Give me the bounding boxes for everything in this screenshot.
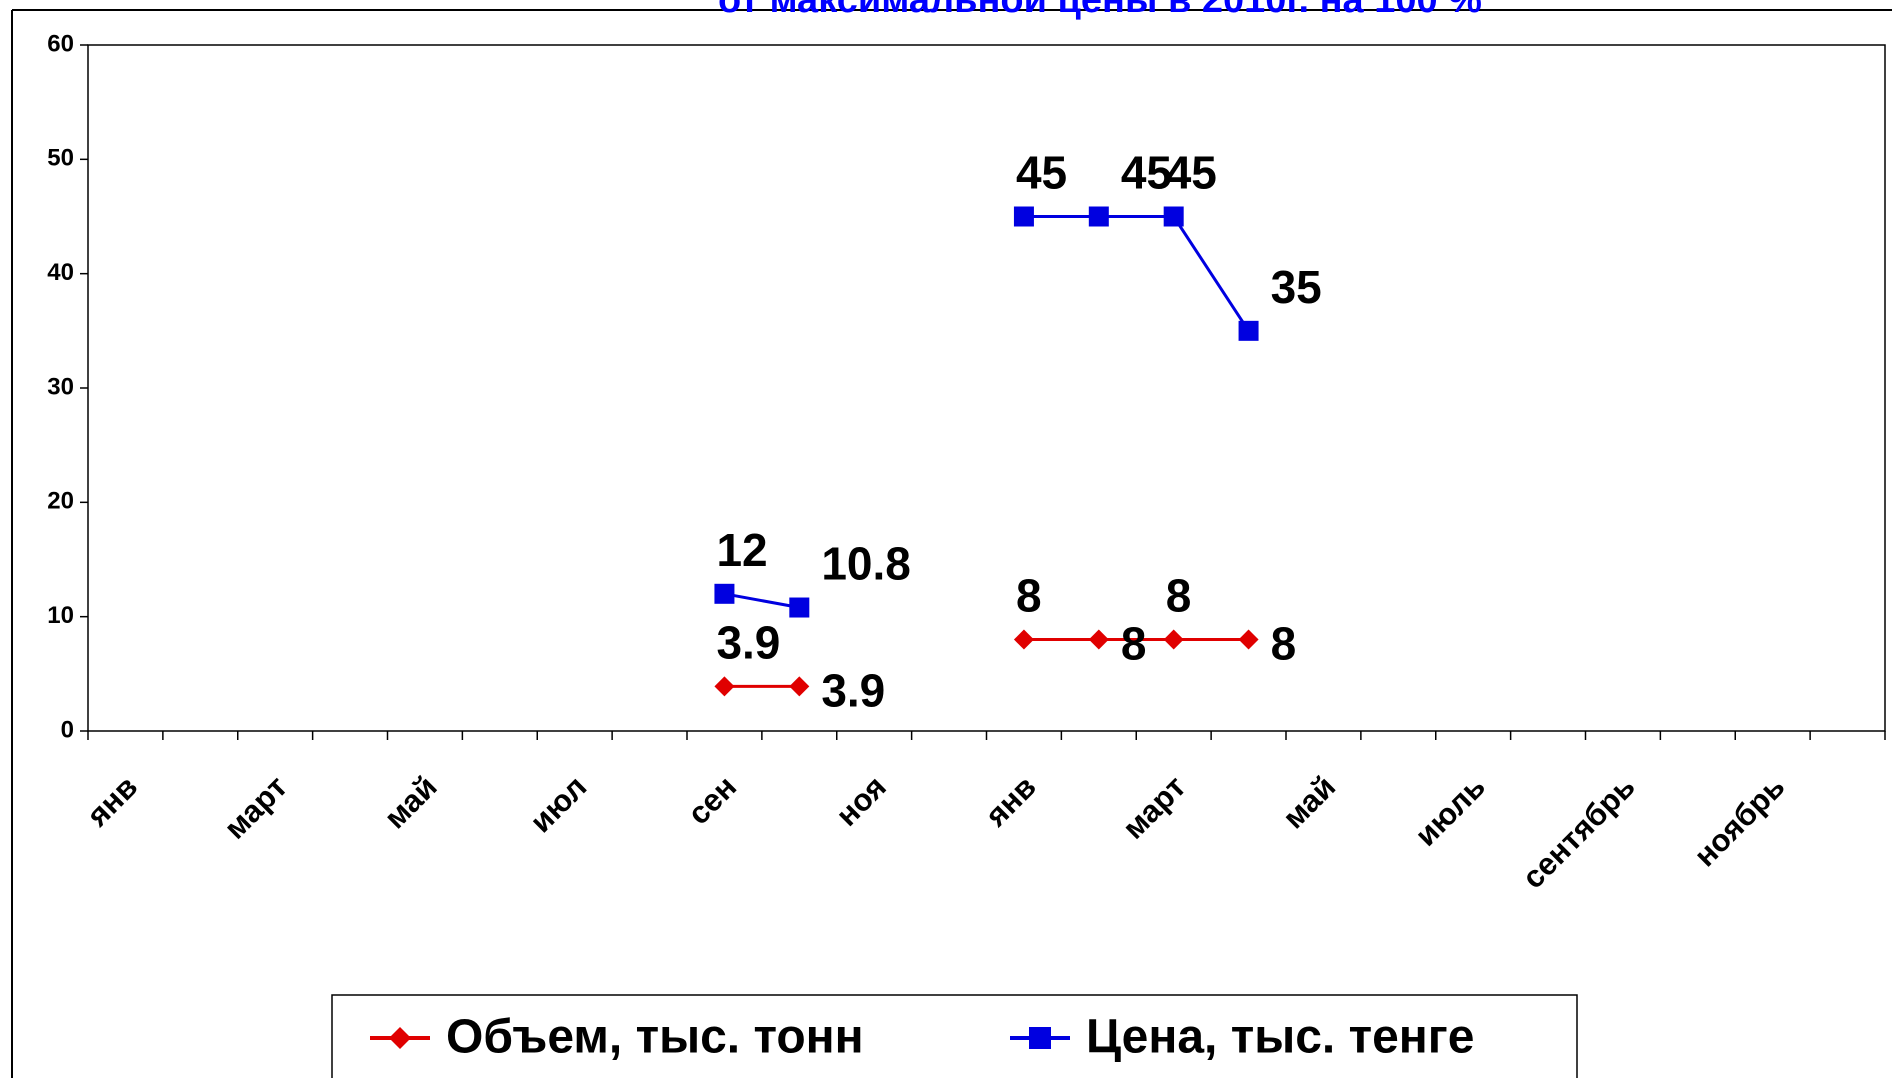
x-tick-label: май — [1276, 769, 1342, 835]
series-line — [724, 638, 1249, 688]
x-tick-label: янв — [79, 769, 144, 834]
data-point — [1013, 206, 1034, 227]
chart-title: от максимальной цены в 2010г. на 100 % — [718, 0, 1482, 21]
data-point — [789, 597, 810, 618]
data-label: 8 — [1016, 570, 1042, 622]
data-point — [1088, 629, 1109, 650]
data-point — [714, 583, 735, 604]
x-tick-label: июль — [1408, 769, 1492, 853]
data-label: 3.9 — [821, 665, 885, 717]
series-line — [724, 215, 1250, 609]
legend-swatch-marker — [389, 1027, 411, 1049]
data-label: 8 — [1271, 618, 1297, 670]
plot-area — [87, 44, 1886, 732]
x-tick-label: сен — [681, 769, 743, 831]
y-tick-label: 30 — [47, 373, 74, 400]
data-point — [1238, 629, 1259, 650]
y-tick-label: 40 — [47, 259, 74, 286]
x-tick-label: ноябрь — [1687, 769, 1791, 873]
legend-box — [331, 994, 1578, 1078]
x-tick-label: ноя — [829, 769, 893, 833]
data-point — [789, 676, 810, 697]
data-label: 45 — [1016, 147, 1067, 199]
data-point — [714, 676, 735, 697]
data-label: 8 — [1121, 618, 1147, 670]
data-label: 3.9 — [716, 617, 780, 669]
legend-label: Цена, тыс. тенге — [1086, 1011, 1474, 1064]
y-tick-label: 50 — [47, 145, 74, 172]
x-tick-label: июл — [523, 769, 593, 839]
data-point — [1088, 206, 1109, 227]
legend-label: Объем, тыс. тонн — [446, 1011, 864, 1064]
y-tick-label: 60 — [47, 30, 74, 57]
x-tick-label: март — [1116, 769, 1193, 846]
y-tick-label: 0 — [61, 716, 74, 743]
data-label: 12 — [716, 524, 767, 576]
data-label: 35 — [1271, 261, 1322, 313]
x-tick-label: март — [217, 769, 294, 846]
data-point — [1013, 629, 1034, 650]
y-tick-label: 10 — [47, 602, 74, 629]
data-label: 45 — [1121, 147, 1172, 199]
x-tick-label: сентябрь — [1515, 769, 1641, 895]
y-tick-label: 20 — [47, 488, 74, 515]
data-point — [1238, 320, 1259, 341]
data-point — [1163, 206, 1184, 227]
x-tick-label: май — [377, 769, 443, 835]
legend-swatch-marker — [1029, 1027, 1051, 1049]
data-point — [1163, 629, 1184, 650]
x-tick-label: янв — [978, 769, 1043, 834]
data-label: 8 — [1166, 570, 1192, 622]
data-label: 45 — [1166, 147, 1217, 199]
data-label: 10.8 — [821, 538, 911, 590]
